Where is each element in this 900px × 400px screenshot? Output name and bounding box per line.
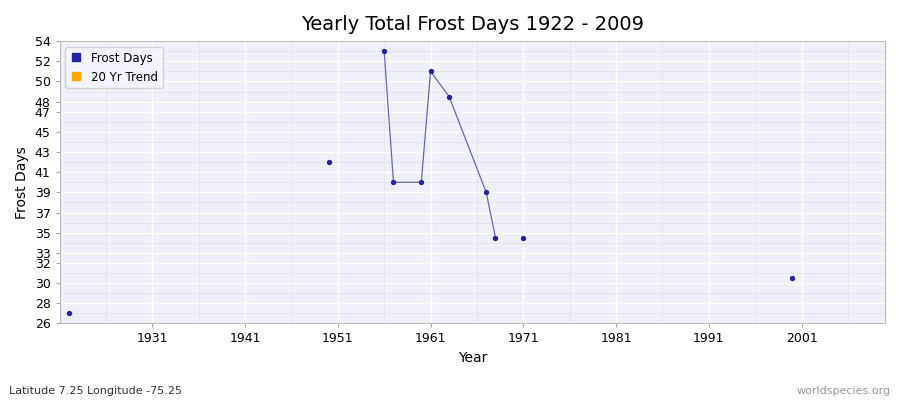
Title: Yearly Total Frost Days 1922 - 2009: Yearly Total Frost Days 1922 - 2009 (301, 15, 644, 34)
Point (516, 234, 530, 241)
Point (377, 48, 392, 54)
Legend: Frost Days, 20 Yr Trend: Frost Days, 20 Yr Trend (66, 47, 163, 88)
Point (62, 310, 77, 316)
Point (321, 159, 336, 165)
Point (785, 275, 799, 281)
Point (442, 93, 456, 100)
Point (479, 189, 493, 196)
Point (489, 234, 503, 241)
Y-axis label: Frost Days: Frost Days (15, 146, 29, 219)
Point (423, 68, 437, 74)
X-axis label: Year: Year (457, 351, 487, 365)
Text: worldspecies.org: worldspecies.org (796, 386, 891, 396)
Point (386, 179, 400, 186)
Text: Latitude 7.25 Longitude -75.25: Latitude 7.25 Longitude -75.25 (9, 386, 182, 396)
Point (414, 179, 428, 186)
